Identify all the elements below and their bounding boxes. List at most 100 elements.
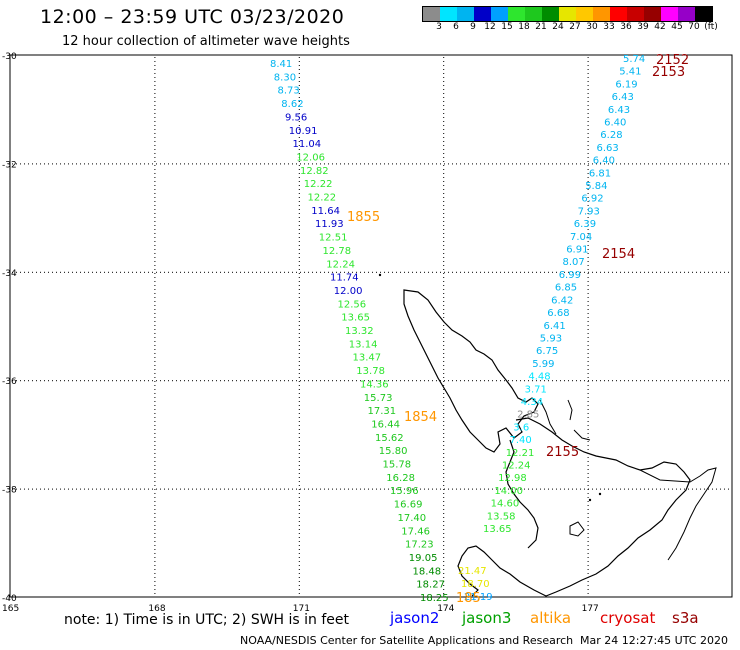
lat-gridline-dot xyxy=(628,163,629,165)
lat-gridline-dot xyxy=(540,380,541,382)
lon-gridline-dot xyxy=(443,329,445,330)
lat-gridline-dot xyxy=(180,163,181,165)
lon-gridline-dot xyxy=(443,181,445,182)
lat-gridline-dot xyxy=(104,380,105,382)
lat-gridline-dot xyxy=(112,271,113,273)
lon-gridline-dot xyxy=(154,57,156,58)
lon-gridline-dot xyxy=(154,533,156,534)
lat-gridline-dot xyxy=(600,271,601,273)
lat-gridline-dot xyxy=(48,380,49,382)
lon-gridline-dot xyxy=(587,553,589,554)
lat-gridline-dot xyxy=(16,380,17,382)
lon-gridline-dot xyxy=(154,517,156,518)
lat-gridline-dot xyxy=(24,380,25,382)
lat-gridline-dot xyxy=(448,488,449,490)
lat-gridline-dot xyxy=(256,488,257,490)
lat-gridline-dot xyxy=(712,488,713,490)
lat-gridline-dot xyxy=(536,163,537,165)
lon-gridline-dot xyxy=(298,501,300,502)
lon-gridline-dot xyxy=(298,577,300,578)
lon-gridline-dot xyxy=(587,573,589,574)
lon-gridline-dot xyxy=(154,381,156,382)
lat-gridline-dot xyxy=(696,271,697,273)
lat-gridline-dot xyxy=(136,380,137,382)
footer-timestamp: Mar 24 12:27:45 UTC 2020 xyxy=(580,634,728,647)
lon-gridline-dot xyxy=(443,225,445,226)
lon-gridline-dot xyxy=(443,233,445,234)
lat-gridline-dot xyxy=(348,163,349,165)
lon-gridline-dot xyxy=(154,513,156,514)
lat-gridline-dot xyxy=(604,488,605,490)
lon-gridline-dot xyxy=(443,149,445,150)
lat-gridline-dot xyxy=(532,380,533,382)
lon-gridline-dot xyxy=(298,401,300,402)
lat-gridline-dot xyxy=(68,163,69,165)
lon-gridline-dot xyxy=(443,349,445,350)
lat-gridline-dot xyxy=(100,380,101,382)
lat-gridline-dot xyxy=(280,163,281,165)
lat-gridline-dot xyxy=(104,488,105,490)
lon-gridline-dot xyxy=(154,317,156,318)
lat-gridline-dot xyxy=(148,380,149,382)
lat-gridline-dot xyxy=(116,380,117,382)
lat-gridline-dot xyxy=(240,271,241,273)
lat-gridline-dot xyxy=(504,271,505,273)
lon-gridline-dot xyxy=(587,241,589,242)
lat-gridline-dot xyxy=(400,380,401,382)
lon-gridline-dot xyxy=(154,461,156,462)
lat-gridline-dot xyxy=(372,163,373,165)
lon-gridline-dot xyxy=(443,293,445,294)
lat-gridline-dot xyxy=(516,488,517,490)
lat-gridline-dot xyxy=(68,380,69,382)
lat-gridline-dot xyxy=(352,488,353,490)
lon-gridline-dot xyxy=(443,525,445,526)
lat-gridline-dot xyxy=(676,271,677,273)
lon-gridline-dot xyxy=(443,501,445,502)
swh-value-label: 11.04 xyxy=(293,139,322,150)
swh-value-label: 7.04 xyxy=(570,232,592,243)
lon-gridline-dot xyxy=(587,461,589,462)
lat-gridline-dot xyxy=(96,271,97,273)
lon-gridline-dot xyxy=(443,401,445,402)
lat-gridline-dot xyxy=(248,271,249,273)
lat-gridline-dot xyxy=(264,163,265,165)
lon-gridline-dot xyxy=(298,537,300,538)
lat-gridline-dot xyxy=(104,271,105,273)
graticule xyxy=(12,57,729,594)
south-track: 21.47 18.70 21.19 xyxy=(458,566,493,603)
lat-gridline-dot xyxy=(388,380,389,382)
lat-gridline-dot xyxy=(660,271,661,273)
lon-gridline-dot xyxy=(154,537,156,538)
lat-gridline-dot xyxy=(120,380,121,382)
swh-value-label: 9.56 xyxy=(285,112,307,123)
lat-gridline-dot xyxy=(320,271,321,273)
lat-gridline-dot xyxy=(344,271,345,273)
lat-gridline-dot xyxy=(64,163,65,165)
lon-gridline-dot xyxy=(443,353,445,354)
lat-gridline-dot xyxy=(520,488,521,490)
lat-gridline-dot xyxy=(684,163,685,165)
map-subtitle: 12 hour collection of altimeter wave hei… xyxy=(62,34,350,49)
altika-pass-label-185: 185 xyxy=(456,591,481,606)
lat-gridline-dot xyxy=(628,271,629,273)
lat-gridline-dot xyxy=(84,163,85,165)
lat-gridline-dot xyxy=(500,380,501,382)
lon-gridline-dot xyxy=(443,505,445,506)
lat-gridline-dot xyxy=(276,163,277,165)
lon-gridline-dot xyxy=(587,585,589,586)
lat-gridline-dot xyxy=(512,271,513,273)
lat-gridline-dot xyxy=(88,488,89,490)
lat-gridline-dot xyxy=(460,488,461,490)
lon-gridline-dot xyxy=(298,557,300,558)
lon-gridline-dot xyxy=(154,197,156,198)
lon-gridline-dot xyxy=(443,537,445,538)
lon-gridline-dot xyxy=(443,325,445,326)
lat-gridline-dot xyxy=(568,488,569,490)
lat-gridline-dot xyxy=(156,163,157,165)
lon-gridline-dot xyxy=(298,477,300,478)
lon-gridline-dot xyxy=(587,121,589,122)
lat-gridline-dot xyxy=(680,488,681,490)
lon-gridline-dot xyxy=(443,489,445,490)
lon-gridline-dot xyxy=(443,497,445,498)
lon-gridline-dot xyxy=(298,493,300,494)
